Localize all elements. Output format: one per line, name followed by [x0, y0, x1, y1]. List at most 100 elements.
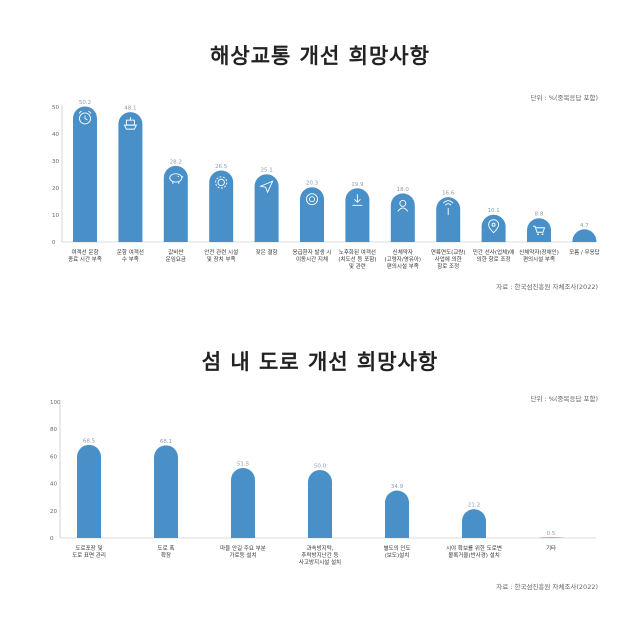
bar-value-label: 21.2	[468, 503, 480, 509]
gear-icon	[215, 176, 228, 189]
bar-value-label: 10.1	[487, 208, 499, 214]
category-label: 및 관련	[349, 262, 366, 270]
download-arrow-icon	[352, 194, 363, 206]
y-tick-label: 0	[50, 536, 54, 542]
category-label: 여객선 운항	[71, 248, 98, 256]
y-tick-label: 30	[52, 159, 59, 165]
category-label: (치도선 등 포함)	[338, 255, 376, 263]
category-label: 안전 관련 시설	[204, 248, 238, 256]
bar	[436, 197, 461, 242]
bar	[462, 509, 486, 538]
category-label: 과속방지턱,	[306, 544, 333, 552]
category-label: 추락방지난간 등	[301, 551, 338, 559]
category-label: 가로등 설치	[229, 551, 256, 559]
category-label: 수 부족	[122, 256, 139, 263]
antenna-icon	[442, 200, 454, 216]
y-tick-label: 10	[52, 213, 59, 219]
bar	[254, 174, 279, 242]
category-label: 사고방지시설 설치	[299, 558, 341, 566]
chart1-title: 해상교통 개선 희망사항	[210, 44, 430, 68]
y-tick-label: 40	[50, 482, 57, 488]
y-tick-label: 60	[50, 454, 57, 460]
category-label: 기타	[546, 544, 556, 552]
bar	[527, 218, 551, 242]
bar-value-label: 20.3	[306, 181, 319, 187]
bar-value-label: 16.6	[442, 191, 455, 197]
bar-value-label: 51.5	[237, 461, 250, 467]
chart1-source: 자료 : 한국섬진흥원 자체조사(2022)	[496, 283, 598, 291]
category-label: 연륙연도(교량)	[431, 248, 466, 256]
bar	[308, 470, 332, 538]
bar	[539, 537, 563, 538]
ship-icon	[123, 117, 138, 130]
category-label: 편의시설 부족	[387, 262, 419, 270]
category-label: 항로 조정	[437, 262, 459, 270]
bar	[73, 106, 97, 243]
category-label: 마을 안길 주요 부분	[220, 544, 266, 552]
bar	[345, 188, 370, 242]
bar	[231, 467, 255, 538]
bar	[300, 187, 324, 242]
category-label: 확장	[161, 551, 171, 559]
category-label: (고령자/영유아)	[385, 255, 422, 263]
category-label: 사업에 의한	[435, 255, 462, 263]
bar-value-label: 50.2	[79, 100, 91, 106]
bar	[390, 193, 415, 242]
bar-value-label: 48.1	[124, 106, 136, 112]
category-label: 종료 시간 부족	[68, 255, 102, 263]
bar-value-label: 25.1	[260, 168, 272, 174]
bar-value-label: 8.8	[535, 212, 544, 218]
bar	[385, 490, 409, 538]
bar-value-label: 68.5	[83, 438, 96, 444]
category-label: 볼록거울(반사경) 설치	[448, 551, 500, 559]
category-label: 잦은 결항	[256, 248, 278, 256]
bar-value-label: 68.1	[160, 439, 172, 445]
category-label: 신체약자	[393, 248, 413, 256]
bar	[154, 445, 178, 538]
bar	[77, 444, 101, 538]
category-label: 및 장치 부족	[207, 255, 236, 263]
chart1-unit-note: 단위 : %(중복응답 포함)	[530, 94, 598, 102]
category-label: 별도의 인도	[383, 544, 410, 552]
category-label: 이동시간 지체	[296, 255, 328, 263]
bar	[481, 214, 506, 242]
y-tick-label: 40	[52, 132, 59, 138]
chart2-plot: 0 20 40 60 80 100 68.5 도로포장 및도로 표면 관리 68.1 도로 폭확장…	[50, 400, 596, 566]
category-label: 편의시설 부족	[523, 255, 555, 263]
category-label: 도로포장 및	[75, 545, 102, 552]
category-label: 값비싼	[168, 248, 183, 256]
lifebuoy-icon	[306, 193, 318, 206]
y-tick-label: 80	[50, 427, 57, 433]
category-label: 운항 여객선	[117, 248, 144, 256]
bar-value-label: 26.5	[215, 164, 228, 170]
category-label: 민간 선사(업체)에	[473, 248, 514, 256]
category-label: 노후화된 여객선	[339, 248, 376, 256]
category-label: (보도)설치	[385, 551, 410, 559]
category-label: 의한 항로 조정	[477, 255, 511, 263]
category-label: 도로 폭	[158, 545, 175, 552]
chart2-title: 섬 내 도로 개선 희망사항	[201, 350, 439, 374]
y-tick-label: 100	[50, 400, 61, 406]
y-tick-label: 0	[52, 240, 56, 246]
y-tick-label: 50	[52, 105, 59, 111]
piggy-bank-icon	[169, 173, 184, 184]
bar	[572, 229, 597, 242]
alarm-clock-icon	[78, 110, 92, 125]
category-label: 운임요금	[166, 255, 186, 263]
chart2-source: 자료 : 한국섬진흥원 자체조사(2022)	[496, 583, 598, 591]
bar	[163, 165, 188, 242]
category-label: 응급환자 발생 시	[293, 248, 332, 256]
category-label: 신체약자(장애인)	[519, 248, 559, 256]
bar-value-label: 4.7	[580, 223, 589, 229]
y-tick-label: 20	[50, 509, 57, 515]
bar-value-label: 28.2	[170, 159, 182, 165]
bar-value-label: 34.9	[391, 484, 404, 490]
category-label: 도로 표면 관리	[72, 551, 106, 559]
shopping-cart-icon	[533, 225, 546, 236]
bar-value-label: 50.0	[314, 464, 327, 470]
bar-value-label: 19.9	[351, 182, 364, 188]
person-baby-icon	[397, 199, 409, 212]
bar	[209, 170, 234, 242]
bar	[118, 112, 143, 242]
